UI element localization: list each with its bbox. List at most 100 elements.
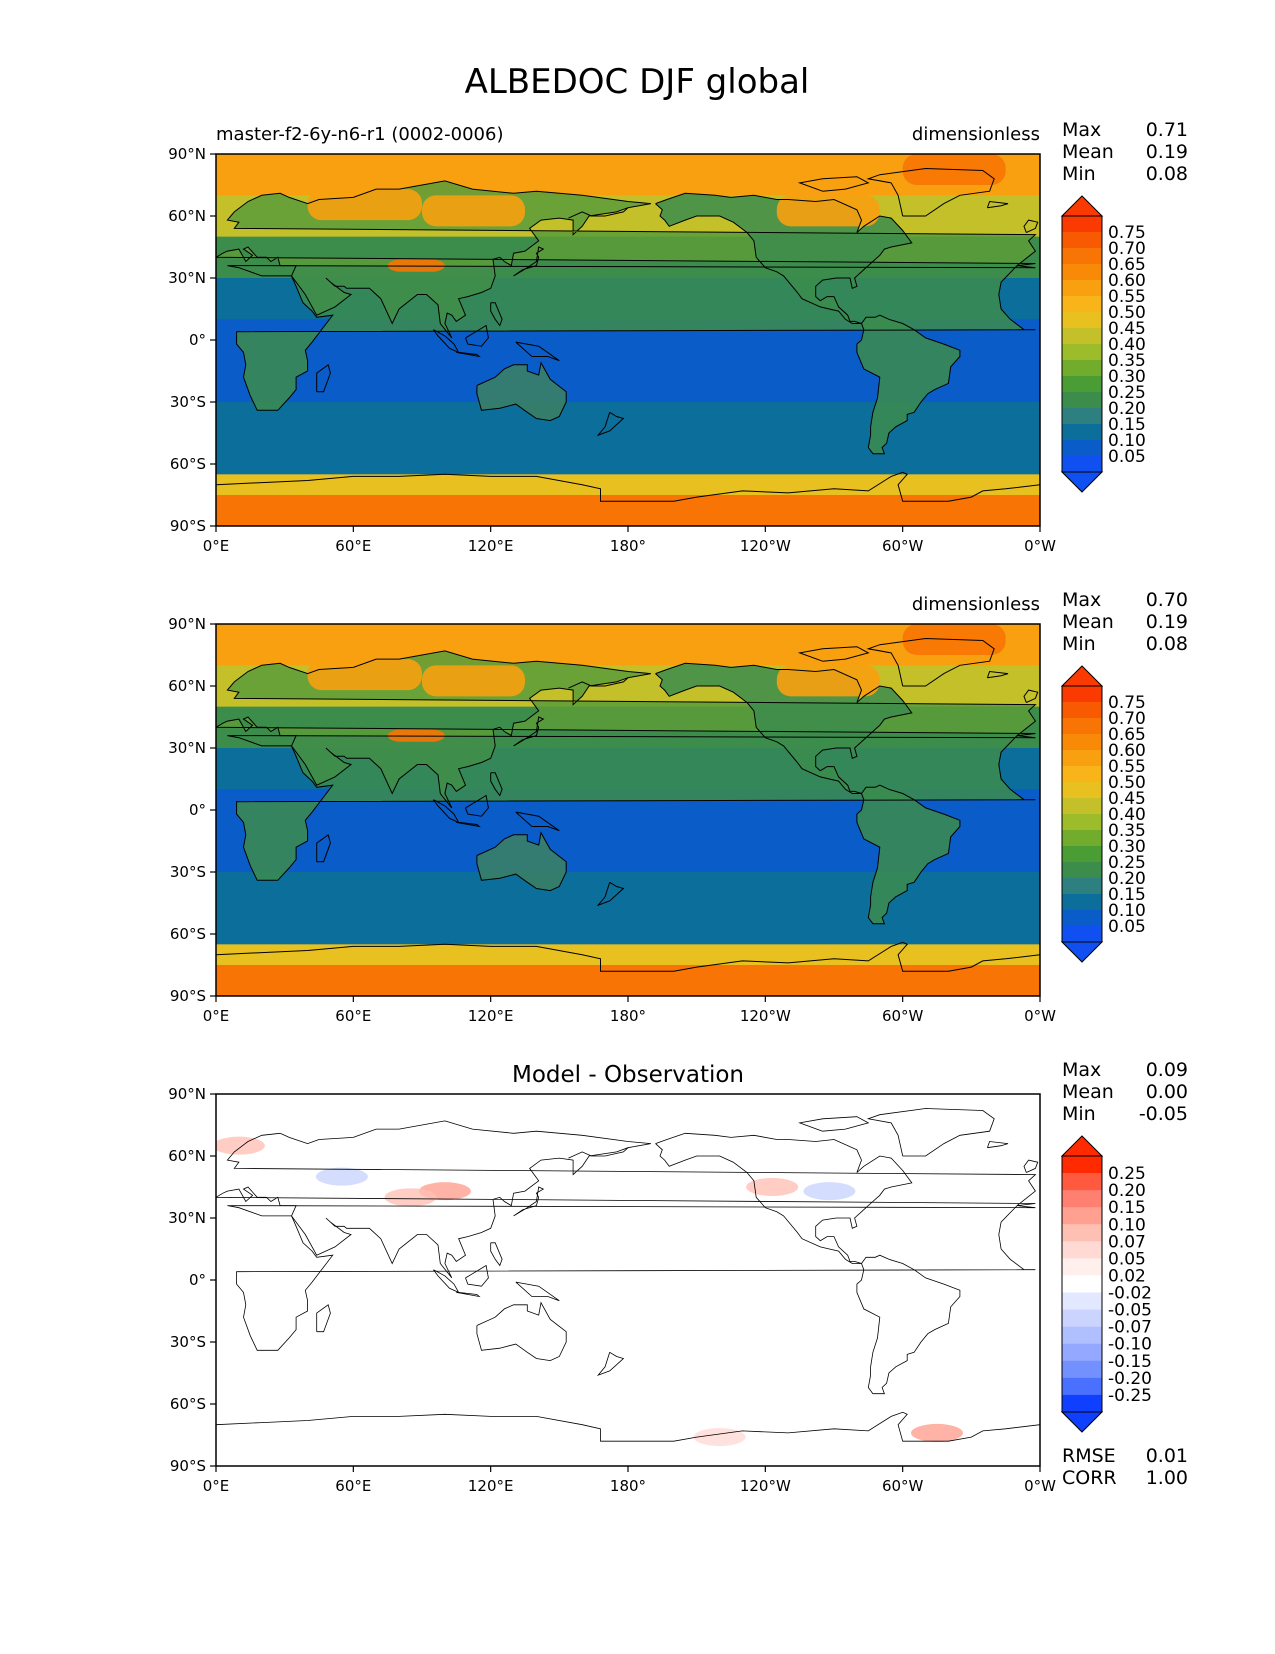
coastline-segment <box>596 411 625 437</box>
coastline-segment <box>476 831 567 892</box>
colorbar-label: 0.55 <box>1108 287 1146 307</box>
observation-mean-value: 0.19 <box>1146 611 1188 633</box>
x-tick-label: 180° <box>610 1007 646 1025</box>
colorbar-label: 0.25 <box>1108 1164 1146 1184</box>
colorbar-label: 0.50 <box>1108 303 1146 323</box>
coastline-segment <box>568 207 629 219</box>
difference-min-label: Min <box>1062 1103 1096 1125</box>
snow-region <box>307 659 422 691</box>
coastline-segment <box>456 1292 481 1298</box>
colorbar-label: 0.40 <box>1108 335 1146 355</box>
colorbar-segment <box>1062 814 1102 831</box>
coastline-segment <box>513 716 545 747</box>
coastline-segment <box>655 662 961 925</box>
coastline-segment <box>465 1264 489 1287</box>
coastline-segment <box>1023 1159 1039 1173</box>
colorbar-label: 0.10 <box>1108 901 1146 921</box>
observation-axes: 0°E 60°E 120°E 180° 120°W 60°W 0°W 90°N 60°N 30°N… <box>168 615 1056 1025</box>
coastline-segment <box>513 246 545 277</box>
colorbar-segment <box>1062 1258 1102 1276</box>
colorbar-label: -0.10 <box>1108 1335 1152 1355</box>
colorbar-segment <box>1062 766 1102 783</box>
observation-max-label: Max <box>1062 589 1101 611</box>
y-tick-label: 60°N <box>168 677 206 695</box>
colorbar-segment <box>1062 702 1102 719</box>
colorbar-frame <box>1061 685 1103 943</box>
colorbar-label: 0.35 <box>1108 821 1146 841</box>
colorbar-frame <box>1061 1155 1103 1413</box>
x-tick-label: 60°E <box>335 1477 371 1495</box>
rmse-label: RMSE <box>1062 1445 1116 1467</box>
coastline-segment <box>465 324 489 347</box>
colorbar-label: 0.25 <box>1108 383 1146 403</box>
snow-region <box>776 665 880 697</box>
coastline-segment <box>655 1132 961 1395</box>
colorbar-label: -0.15 <box>1108 1352 1152 1372</box>
colorbar-label: 0.50 <box>1108 773 1146 793</box>
colorbar-extend-top <box>1060 1135 1104 1157</box>
x-tick-label: 60°E <box>335 537 371 555</box>
x-tick-label: 60°W <box>882 1007 924 1025</box>
y-tick-label: 90°N <box>168 615 206 633</box>
colorbar-segment <box>1062 718 1102 735</box>
x-tick-label: 60°E <box>335 1007 371 1025</box>
coastline-segment <box>986 200 1009 209</box>
y-tick-label: 0° <box>189 331 206 349</box>
y-tick-label: 90°N <box>168 1085 206 1103</box>
model-left-title: master-f2-6y-n6-r1 (0002-0006) <box>216 124 503 145</box>
colorbar-segment <box>1062 280 1102 297</box>
coastline-segment <box>1023 689 1039 703</box>
y-tick-label: 30°S <box>170 1333 206 1351</box>
y-tick-label: 60°S <box>170 1395 206 1413</box>
corr-value: 1.00 <box>1146 1467 1188 1489</box>
colorbar-frame <box>1061 215 1103 473</box>
observation-colorbar: 0.750.700.650.600.550.500.450.400.350.30… <box>1060 665 1146 963</box>
colorbar-segment <box>1062 1394 1102 1413</box>
difference-skill-stats: RMSE 0.01 CORR 1.00 <box>1062 1445 1188 1489</box>
difference-max-label: Max <box>1062 1059 1101 1081</box>
colorbar-segment <box>1062 894 1102 911</box>
model-stats: Max 0.71 Mean 0.19 Min 0.08 <box>1062 119 1188 185</box>
difference-axes: 0°E 60°E 120°E 180° 120°W 60°W 0°W 90°N 60°N 30°N… <box>168 1085 1056 1495</box>
colorbar-segment <box>1062 782 1102 799</box>
coastline-segment <box>596 1351 625 1376</box>
colorbar-segment <box>1062 1292 1102 1310</box>
coastline-segment <box>513 1186 545 1217</box>
model-min-label: Min <box>1062 163 1096 185</box>
coastline-segment <box>476 361 567 422</box>
y-tick-label: 30°N <box>168 739 206 757</box>
y-tick-label: 90°S <box>170 987 206 1005</box>
colorbar-label: 0.02 <box>1108 1266 1146 1286</box>
coastline-segment <box>490 772 503 797</box>
coastline-segment <box>568 1147 629 1159</box>
colorbar-segment <box>1062 232 1102 249</box>
observation-max-value: 0.70 <box>1146 589 1188 611</box>
observation-land-overlay <box>216 624 1036 924</box>
coastline-segment <box>797 646 870 662</box>
coastline-segment <box>866 637 995 687</box>
colorbar-segment <box>1062 846 1102 863</box>
coastline-segment <box>866 167 995 217</box>
model-mean-value: 0.19 <box>1146 141 1188 163</box>
coastline-segment <box>227 1205 1036 1351</box>
coastline-segment <box>316 363 331 393</box>
difference-panel: Model - Observation 0°E 60°E 120°E 180° 120°… <box>168 1062 1056 1495</box>
coastline-segment <box>490 302 503 327</box>
coastline-segment <box>456 351 481 358</box>
colorbar-label: 0.75 <box>1108 693 1146 713</box>
difference-max-value: 0.09 <box>1146 1059 1188 1081</box>
land-region <box>216 650 1036 808</box>
colorbar-label: -0.25 <box>1108 1386 1152 1406</box>
y-tick-label: 60°S <box>170 455 206 473</box>
difference-anomalies <box>216 1136 963 1447</box>
colorbar-segment <box>1062 216 1102 233</box>
snow-region <box>307 189 422 221</box>
coastline-segment <box>655 192 961 455</box>
colorbar-label: 0.20 <box>1108 399 1146 419</box>
colorbar-label: 0.10 <box>1108 431 1146 451</box>
colorbar-extend-bottom <box>1060 941 1104 963</box>
anomaly-patch <box>384 1188 437 1207</box>
model-max-value: 0.71 <box>1146 119 1188 141</box>
colorbar-segment <box>1062 1173 1102 1191</box>
